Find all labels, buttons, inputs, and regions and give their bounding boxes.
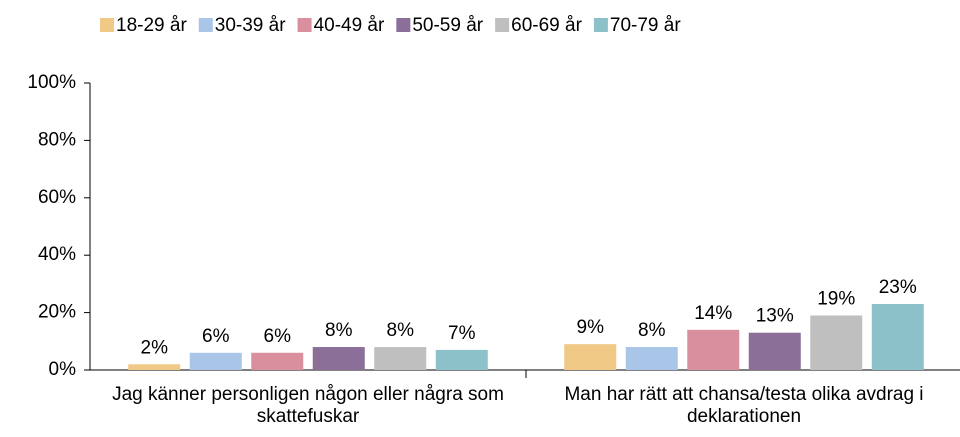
data-label: 6% (202, 326, 230, 347)
data-label: 8% (638, 320, 666, 341)
data-label: 7% (448, 323, 476, 344)
bar (810, 315, 863, 370)
bar (435, 349, 488, 370)
data-label: 6% (264, 326, 292, 347)
bar (871, 303, 924, 370)
legend-swatch (396, 18, 411, 32)
y-tick-label: 100% (27, 72, 76, 93)
legend-label: 70-79 år (610, 15, 681, 36)
legend-label: 30-39 år (215, 15, 286, 36)
legend-swatch (100, 18, 114, 32)
bar (189, 352, 242, 370)
data-label: 23% (879, 277, 917, 298)
bar (128, 364, 181, 370)
bar (251, 352, 304, 370)
data-label: 8% (325, 320, 353, 341)
y-tick-label: 60% (38, 187, 76, 208)
bar (564, 344, 617, 370)
data-label: 13% (756, 306, 794, 327)
y-tick-label: 80% (38, 129, 76, 150)
legend-label: 40-49 år (314, 15, 385, 36)
bar (748, 332, 801, 370)
bar (625, 347, 678, 370)
x-tick-label: Man har rätt att chansa/testa olika avdr… (564, 384, 924, 427)
legend-swatch (495, 18, 510, 32)
bar (312, 347, 365, 370)
legend-label: 60-69 år (511, 15, 582, 36)
data-label: 8% (387, 320, 415, 341)
y-tick-label: 0% (49, 359, 77, 380)
legend-swatch (297, 18, 312, 32)
y-tick-label: 40% (38, 244, 76, 265)
legend-swatch (198, 18, 213, 32)
data-label: 2% (141, 337, 169, 358)
bar (374, 347, 427, 370)
data-label: 9% (577, 317, 605, 338)
data-label: 14% (694, 303, 732, 324)
x-tick-label: Jag känner personligen någon eller några… (112, 384, 504, 427)
y-tick-label: 20% (38, 302, 76, 323)
legend-label: 50-59 år (412, 15, 483, 36)
data-label: 19% (817, 288, 855, 309)
legend-label: 18-29 år (116, 15, 187, 36)
legend-swatch (593, 18, 608, 32)
bar (687, 329, 740, 370)
